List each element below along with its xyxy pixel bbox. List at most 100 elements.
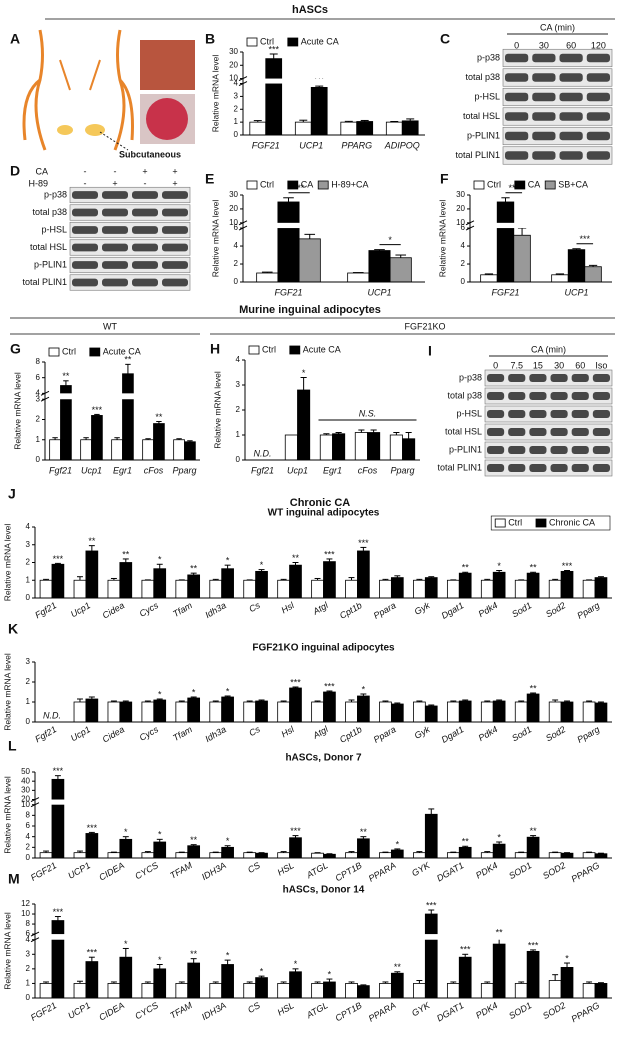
annotation: N.S. (359, 408, 377, 418)
significance: *** (509, 183, 520, 193)
panel-letter: E (205, 171, 214, 187)
y-tick-label: 30 (21, 785, 30, 794)
bar (243, 701, 257, 723)
x-tick-label: SOD2 (541, 1000, 567, 1021)
x-tick-label: SOD1 (507, 860, 533, 881)
blot-band (102, 208, 128, 217)
y-tick-label: 3 (234, 92, 239, 101)
annotation: N.D. (254, 448, 272, 458)
blot-band (586, 151, 610, 160)
bar (446, 983, 460, 999)
blot-band (102, 278, 128, 287)
bar (289, 687, 302, 723)
legend-label: Acute CA (303, 344, 341, 354)
x-tick-label: Cpt1b (338, 600, 364, 621)
y-tick-label: 30 (229, 190, 238, 199)
blot-band (72, 191, 98, 199)
significance: *** (324, 681, 335, 691)
blot-band (586, 131, 610, 141)
blot-band (487, 446, 505, 454)
blot-strip (502, 107, 613, 126)
significance: ** (360, 827, 368, 837)
legend-label: Acute CA (103, 346, 141, 356)
annotation: N.D. (43, 710, 61, 720)
blot-band (586, 92, 610, 102)
bar (243, 852, 257, 859)
significance: *** (580, 234, 591, 244)
bar (357, 985, 370, 999)
blot-strip (484, 441, 613, 459)
blot-band (571, 428, 589, 436)
y-tick-label: 1 (26, 979, 31, 988)
x-tick-label: TFAM (168, 1000, 194, 1021)
significance: * (328, 969, 332, 979)
significance: ** (530, 826, 538, 836)
x-tick-label: Cs (247, 600, 262, 614)
bar (354, 432, 368, 461)
significance: ** (292, 553, 300, 563)
x-tick-label: FGF21 (29, 1000, 58, 1023)
bar (119, 701, 133, 723)
y-axis-label: Relative mRNA level (437, 200, 447, 278)
blot-band (487, 410, 505, 418)
bar (323, 981, 336, 999)
bar (277, 201, 300, 283)
x-tick-label: IDH3A (200, 860, 228, 882)
x-tick-label: GYK (410, 860, 432, 879)
bar (298, 238, 321, 283)
significance: * (158, 555, 162, 565)
bar (357, 550, 370, 599)
x-tick-label: Gyk (413, 724, 432, 741)
blot-band (508, 446, 526, 454)
significance: ** (122, 549, 130, 559)
x-tick-label: Idh3a (203, 724, 228, 744)
bar (277, 852, 290, 859)
bar (413, 579, 426, 599)
legend-label: Ctrl (487, 179, 501, 189)
x-tick-label: FGF21 (274, 287, 302, 297)
bar (389, 257, 412, 283)
x-tick-label: Pparg (390, 465, 414, 475)
bar (345, 983, 358, 999)
significance: *** (426, 900, 437, 910)
x-tick-label: CIDEA (97, 860, 126, 882)
y-tick-label: 0 (236, 455, 241, 464)
significance: *** (294, 183, 305, 193)
blot-strip (502, 68, 613, 87)
lane-label: 30 (539, 40, 549, 50)
bar (367, 432, 381, 461)
bar (243, 983, 257, 999)
bar (209, 852, 223, 859)
legend-swatch (514, 180, 526, 190)
significance: *** (53, 766, 64, 776)
section-title: Murine inguinal adipocytes (239, 304, 381, 316)
significance: ** (530, 683, 538, 693)
lane-label: 60 (566, 40, 576, 50)
x-tick-label: ADIPOQ (384, 140, 420, 150)
panel-letter: B (205, 31, 215, 47)
lane-label: 15 (533, 360, 543, 370)
blot-row-label: total p38 (447, 390, 482, 400)
bar (141, 852, 155, 859)
blot-band (72, 226, 98, 234)
y-axis-label: Relative mRNA level (210, 55, 220, 133)
bar (184, 441, 196, 461)
significance: * (497, 561, 501, 571)
x-tick-label: Ucp1 (81, 465, 102, 475)
x-tick-label: Tfam (171, 600, 194, 619)
bar (209, 983, 223, 999)
blot-band (592, 428, 610, 436)
y-axis-label: Relative mRNA level (2, 524, 12, 602)
significance: *** (53, 554, 64, 564)
legend-swatch (544, 180, 556, 190)
bar (413, 852, 426, 859)
blot-header: CA (min) (540, 22, 575, 32)
x-tick-label: Ucp1 (287, 465, 308, 475)
x-tick-label: Sod2 (544, 724, 567, 743)
blot-strip (502, 146, 613, 165)
legend-label: CA (301, 179, 314, 189)
significance: *** (87, 948, 98, 958)
blot-strip (502, 48, 613, 68)
bar (289, 837, 302, 859)
